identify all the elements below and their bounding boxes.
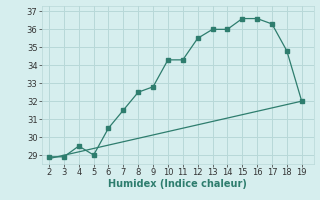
X-axis label: Humidex (Indice chaleur): Humidex (Indice chaleur) <box>108 179 247 189</box>
